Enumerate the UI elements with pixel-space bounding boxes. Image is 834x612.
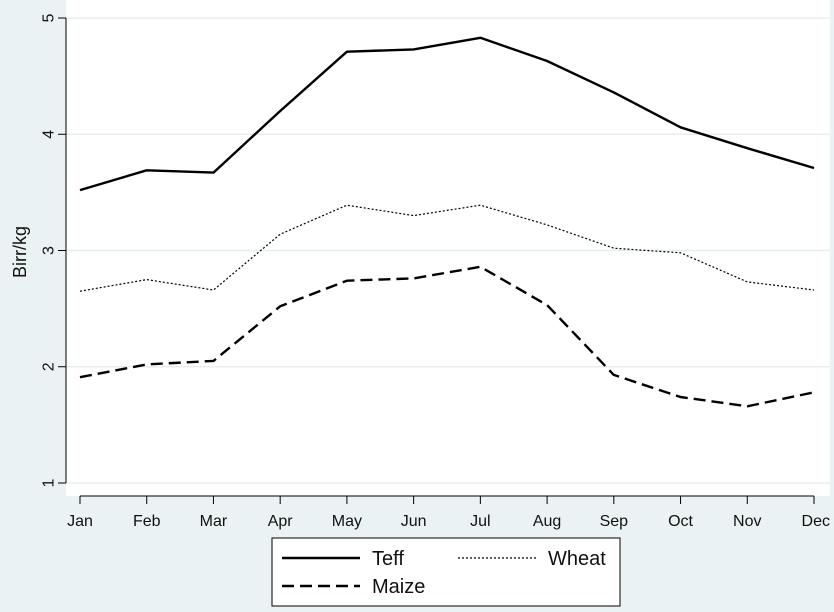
series-line-wheat bbox=[79, 204, 815, 292]
y-tick-label: 1 bbox=[41, 478, 58, 487]
x-tick-label: May bbox=[332, 513, 362, 530]
y-tick-label: 2 bbox=[41, 362, 58, 371]
x-tick-label: Jul bbox=[470, 513, 490, 530]
x-tick-label: Dec bbox=[802, 513, 830, 530]
legend-label-wheat: Wheat bbox=[548, 548, 606, 570]
gridlines bbox=[66, 17, 830, 484]
series-line-teff bbox=[79, 36, 815, 192]
x-tick-label: Oct bbox=[668, 513, 693, 530]
series-lines bbox=[79, 36, 815, 408]
y-axis-title: Birr/kg bbox=[10, 226, 30, 278]
axes: 1 2 3 4 5 Jan Feb Mar Apr May Jun Jul Aug Sep Oct Nov De… bbox=[41, 13, 830, 530]
y-tick-label: 4 bbox=[41, 130, 58, 139]
legend-box bbox=[271, 537, 621, 607]
x-tick-label: Feb bbox=[133, 513, 161, 530]
x-tick-label: Aug bbox=[533, 513, 561, 530]
x-tick-label: Mar bbox=[200, 513, 228, 530]
y-tick-label: 5 bbox=[41, 13, 58, 22]
legend-label-maize: Maize bbox=[372, 576, 425, 598]
x-tick-label: Jan bbox=[67, 513, 93, 530]
x-tick-label: Sep bbox=[600, 513, 629, 530]
x-tick-label: Nov bbox=[733, 513, 761, 530]
x-tick-label: Apr bbox=[268, 513, 294, 530]
legend: Teff Wheat Maize bbox=[271, 537, 621, 607]
y-tick-label: 3 bbox=[41, 246, 58, 255]
legend-label-teff: Teff bbox=[372, 548, 404, 570]
x-tick-label: Jun bbox=[401, 513, 427, 530]
plot-area bbox=[66, 0, 830, 496]
